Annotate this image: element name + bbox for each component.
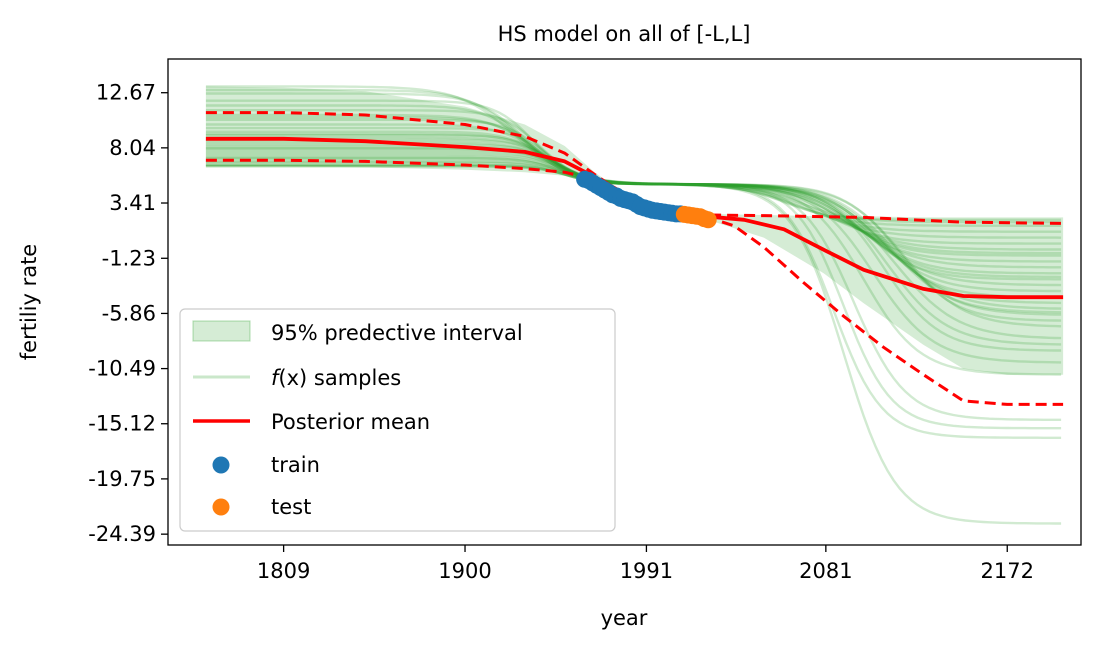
sample-line bbox=[205, 150, 1062, 322]
x-tick-label: 2172 bbox=[981, 559, 1034, 583]
sample-line bbox=[205, 145, 1062, 310]
y-tick-label: -15.12 bbox=[88, 412, 156, 436]
sample-line bbox=[205, 148, 1062, 316]
sample-line bbox=[205, 132, 1062, 279]
y-tick-label: -19.75 bbox=[88, 467, 156, 491]
sample-line bbox=[205, 163, 1062, 421]
y-tick-label: -24.39 bbox=[88, 522, 156, 546]
sample-line bbox=[205, 126, 1062, 269]
legend-train-marker bbox=[212, 456, 230, 474]
y-tick-label: 12.67 bbox=[96, 81, 156, 105]
sample-line bbox=[205, 153, 1062, 328]
sample-line bbox=[205, 157, 1062, 352]
legend-label-samples-var: (x) bbox=[278, 366, 307, 390]
y-axis-title: fertiliy rate bbox=[17, 244, 41, 360]
y-tick-label: 3.41 bbox=[109, 191, 156, 215]
sample-line bbox=[205, 133, 1062, 281]
chart-title: HS model on all of [-L,L] bbox=[498, 22, 751, 46]
legend-label-samples-suffix: samples bbox=[307, 366, 401, 390]
legend: 95% predective interval f(x) samples Pos… bbox=[179, 308, 616, 532]
x-tick-label: 1809 bbox=[257, 559, 310, 583]
y-axis: 12.67 8.04 3.41 -1.23 -5.86 -10.49 -15.12 -19.7… bbox=[88, 81, 168, 546]
legend-label-mean: Posterior mean bbox=[271, 410, 430, 434]
sample-line bbox=[205, 116, 1062, 255]
legend-label-train: train bbox=[271, 453, 320, 477]
sample-line bbox=[205, 130, 1062, 275]
legend-band-swatch bbox=[192, 320, 251, 342]
legend-label-samples-f: f bbox=[271, 366, 282, 390]
interval-bound-line bbox=[205, 111, 1064, 225]
y-tick-label: -10.49 bbox=[88, 357, 156, 381]
sample-line bbox=[205, 123, 1062, 263]
sample-line bbox=[205, 143, 1062, 305]
sample-line bbox=[205, 147, 1062, 314]
x-axis: 1809 1900 1991 2081 2172 bbox=[257, 545, 1034, 583]
sample-line bbox=[205, 92, 1062, 228]
legend-label-test: test bbox=[271, 495, 311, 519]
legend-test-marker bbox=[212, 498, 230, 516]
plot-area bbox=[205, 85, 1064, 525]
plot-frame bbox=[167, 58, 1082, 546]
y-tick-label: -1.23 bbox=[102, 246, 156, 270]
sample-line bbox=[205, 136, 1062, 287]
sample-line bbox=[205, 108, 1062, 245]
legend-frame bbox=[179, 308, 616, 532]
test-point bbox=[699, 211, 717, 229]
sample-line bbox=[205, 99, 1062, 233]
legend-label-interval: 95% predective interval bbox=[271, 321, 523, 345]
legend-label-samples: f(x) samples bbox=[271, 366, 401, 390]
x-tick-label: 1900 bbox=[438, 559, 491, 583]
predictive-interval-band bbox=[205, 86, 1064, 375]
sample-line bbox=[205, 163, 1062, 525]
x-axis-title: year bbox=[601, 606, 648, 630]
sample-line bbox=[205, 104, 1062, 239]
x-tick-label: 2081 bbox=[799, 559, 852, 583]
y-tick-label: 8.04 bbox=[109, 136, 156, 160]
sample-line bbox=[205, 155, 1062, 340]
sample-line bbox=[205, 88, 1062, 224]
sample-line bbox=[205, 164, 1062, 430]
y-tick-label: -5.86 bbox=[102, 301, 156, 325]
sample-line bbox=[205, 118, 1062, 257]
sample-line bbox=[205, 156, 1062, 346]
sample-line bbox=[205, 164, 1062, 439]
x-tick-label: 1991 bbox=[620, 559, 673, 583]
